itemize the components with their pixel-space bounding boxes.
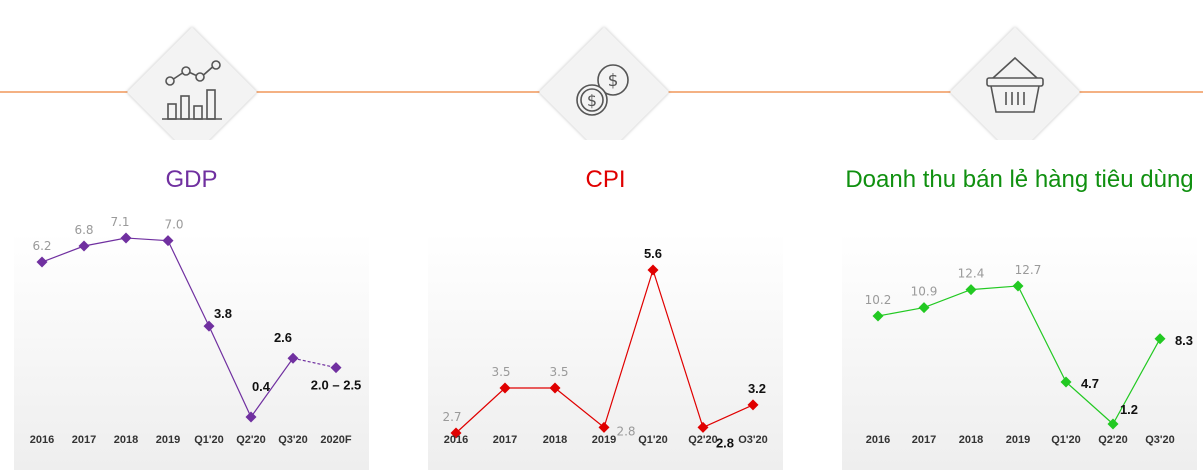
chart2-value-label-2: 12.4 <box>958 267 985 281</box>
chart1-point-0 <box>450 427 462 439</box>
chart1-value-label-5: 2.8 <box>716 435 734 450</box>
retail-panel: Doanh thu bán lẻ hàng tiêu dùng <box>842 140 1197 470</box>
chart0-point-2 <box>120 232 132 244</box>
chart1-value-label-2: 3.5 <box>549 365 568 379</box>
chart2-point-6 <box>1154 333 1166 345</box>
chart2-value-label-0: 10.2 <box>865 293 892 307</box>
chart1-point-3 <box>598 421 610 433</box>
chart1-value-label-4: 5.6 <box>644 246 662 261</box>
chart0-point-3 <box>162 235 174 247</box>
chart0-x-tick-5: Q2'20 <box>236 434 266 446</box>
chart0-value-label-6: 2.6 <box>274 330 292 345</box>
chart0-x-tick-2: 2018 <box>114 434 138 446</box>
chart0-point-6 <box>287 352 299 364</box>
chart0-value-label-5: 0.4 <box>252 379 271 394</box>
chart2-value-label-3: 12.7 <box>1015 263 1042 277</box>
svg-text:$: $ <box>587 91 597 110</box>
chart2-value-label-1: 10.9 <box>911 285 938 299</box>
cpi-title: CPI <box>585 166 626 193</box>
chart1-value-label-1: 3.5 <box>491 365 510 379</box>
gdp-panel: GDP <box>14 140 369 470</box>
chart1-x-tick-5: Q2'20 <box>688 434 718 446</box>
chart0-value-label-4: 3.8 <box>214 306 232 321</box>
chart2-x-tick-5: Q2'20 <box>1098 434 1128 446</box>
gdp-chart-icon <box>162 60 222 120</box>
chart1-point-1 <box>499 382 511 394</box>
chart0-point-4 <box>203 320 215 332</box>
chart2-x-tick-3: 2019 <box>1006 434 1030 446</box>
chart1-value-label-0: 2.7 <box>442 410 461 424</box>
svg-text:$: $ <box>608 71 619 91</box>
chart2-point-1 <box>918 302 930 314</box>
chart2-x-tick-0: 2016 <box>866 434 890 446</box>
chart1-value-label-3: 2.8 <box>616 424 635 438</box>
chart1-point-5 <box>697 421 709 433</box>
chart2-value-label-4: 4.7 <box>1081 376 1099 391</box>
chart1-line <box>455 268 754 434</box>
chart1-x-tick-6: O3'20 <box>738 434 768 446</box>
chart2-x-tick-6: Q3'20 <box>1145 434 1175 446</box>
chart0-point-0 <box>36 256 48 268</box>
chart0-x-tick-1: 2017 <box>72 434 96 446</box>
chart1-x-tick-3: 2019 <box>592 434 616 446</box>
retail-title: Doanh thu bán lẻ hàng tiêu dùng <box>845 166 1194 193</box>
chart1-x-tick-0: 2016 <box>444 434 468 446</box>
chart1-x-tick-4: Q1'20 <box>638 434 668 446</box>
chart1-point-2 <box>549 382 561 394</box>
chart0-point-7 <box>330 362 342 374</box>
chart0-x-tick-7: 2020F <box>320 434 351 446</box>
chart0-x-tick-6: Q3'20 <box>278 434 308 446</box>
chart2-point-3 <box>1012 280 1024 292</box>
chart0-point-1 <box>78 240 90 252</box>
chart0-value-label-7: 2.0 – 2.5 <box>311 378 362 393</box>
chart1-point-6 <box>747 399 759 411</box>
chart1-x-tick-2: 2018 <box>543 434 567 446</box>
chart0-value-label-2: 7.1 <box>110 215 129 229</box>
chart0-x-tick-0: 2016 <box>30 434 54 446</box>
gdp-title: GDP <box>165 166 218 193</box>
chart0-value-label-3: 7.0 <box>164 218 183 232</box>
chart0-point-5 <box>245 411 257 423</box>
chart0-forecast-line <box>292 357 337 369</box>
chart0-x-tick-4: Q1'20 <box>194 434 224 446</box>
chart2-point-5 <box>1107 418 1119 430</box>
chart0-x-tick-3: 2019 <box>156 434 180 446</box>
chart2-value-label-6: 8.3 <box>1175 333 1193 348</box>
chart0-value-label-0: 6.2 <box>32 239 51 253</box>
cpi-panel: CPI <box>428 140 783 470</box>
chart2-x-tick-2: 2018 <box>959 434 983 446</box>
chart2-point-0 <box>872 310 884 322</box>
chart1-value-label-6: 3.2 <box>748 381 766 396</box>
chart2-x-tick-4: Q1'20 <box>1051 434 1081 446</box>
chart1-point-4 <box>647 264 659 276</box>
chart2-point-2 <box>965 284 977 296</box>
chart2-point-4 <box>1060 376 1072 388</box>
shopping-basket-icon <box>986 56 1044 113</box>
coins-dollar-icon: $ $ <box>576 64 629 116</box>
chart1-x-tick-1: 2017 <box>493 434 517 446</box>
chart2-value-label-5: 1.2 <box>1120 402 1138 417</box>
chart0-value-label-1: 6.8 <box>74 223 93 237</box>
chart2-x-tick-1: 2017 <box>912 434 936 446</box>
